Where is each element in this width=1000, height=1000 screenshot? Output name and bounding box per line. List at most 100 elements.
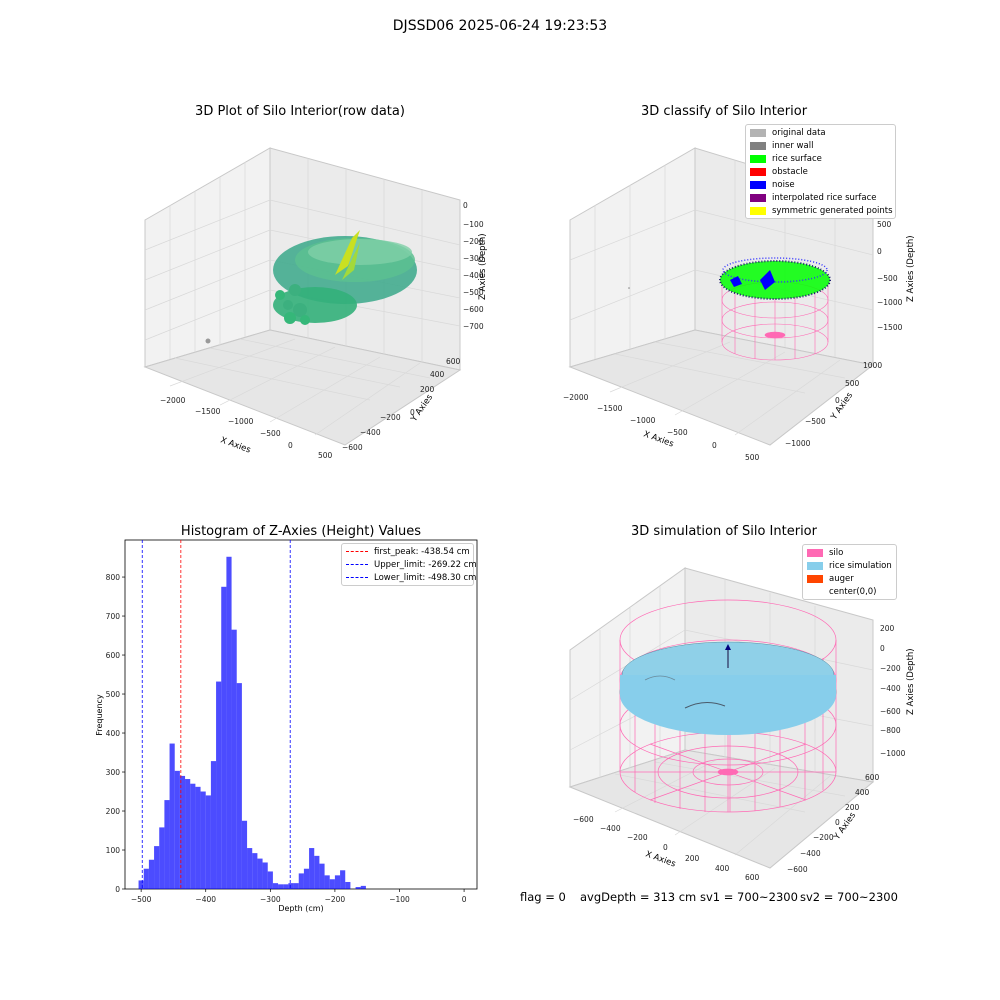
histogram-chart: −500 −400 −300 −200 −100 0 0 100 200 300 400 500 60… [95, 539, 478, 913]
classify-plot-title: 3D classify of Silo Interior [640, 104, 808, 119]
classify-z-tick: −1500 [877, 323, 903, 332]
histogram-title: Histogram of Z-Axies (Height) Values [180, 524, 422, 539]
legend-swatch [807, 574, 823, 583]
simulation-y-tick: 200 [845, 803, 860, 812]
histogram-bar [247, 848, 253, 889]
raw-y-tick: −400 [360, 428, 381, 437]
raw-x-tick: 0 [288, 441, 293, 450]
legend-entry: symmetric generated points [746, 204, 895, 217]
histogram-y-tick-label: 700 [106, 612, 121, 621]
legend-entry: rice surface [746, 152, 895, 165]
histogram-bar [138, 880, 144, 889]
status-flag: flag = 0 [520, 890, 566, 904]
simulation-x-ticks: −600 −400 −200 0 200 400 600 [573, 815, 760, 880]
histogram-bar [324, 875, 330, 889]
legend-swatch [807, 548, 823, 557]
histogram-bar [148, 859, 155, 889]
histogram-bar [278, 884, 284, 889]
histogram-bar [159, 827, 165, 889]
simulation-legend: silo rice simulation auger center(0,0) [802, 544, 897, 600]
histogram-x-tick-label: 0 [462, 895, 467, 904]
histogram-bar [216, 681, 222, 889]
raw-z-ticks: 0 −100 −200 −300 −400 −500 −600 −700 [463, 201, 484, 331]
raw-z-tick: −200 [463, 237, 484, 246]
legend-swatch [750, 154, 766, 163]
legend-label: symmetric generated points [772, 205, 893, 216]
histogram-bar [241, 820, 248, 889]
simulation-x-tick: 400 [715, 864, 730, 873]
legend-swatch [750, 167, 766, 176]
histogram-bar [185, 779, 191, 889]
classify-x-tick: −500 [667, 428, 688, 437]
simulation-x-tick: −200 [627, 833, 648, 842]
simulation-y-tick: −200 [813, 833, 834, 842]
legend-entry: silo [803, 546, 896, 559]
legend-label: silo [829, 547, 844, 558]
histogram-y-tick-label: 800 [106, 573, 121, 582]
legend-entry: noise [746, 178, 895, 191]
rice-simulation-surface [619, 641, 837, 735]
legend-label: rice surface [772, 153, 822, 164]
classify-z-ticks: 500 0 −500 −1000 −1500 [877, 220, 903, 332]
histogram-bar [283, 884, 289, 889]
classify-legend: original data inner wall rice surface ob… [745, 124, 896, 219]
legend-entry: auger [803, 572, 896, 585]
legend-label: interpolated rice surface [772, 192, 877, 203]
legend-entry: first_peak: -438.54 cm [342, 545, 473, 558]
raw-plot-title: 3D Plot of Silo Interior(row data) [195, 104, 405, 119]
histogram-bar [267, 871, 273, 889]
raw-z-tick: −400 [463, 271, 484, 280]
classify-z-tick: 500 [877, 220, 892, 229]
simulation-z-ticks: 200 0 −200 −400 −600 −800 −1000 [880, 624, 906, 758]
raw-x-tick: −500 [260, 429, 281, 438]
legend-swatch [750, 128, 766, 137]
classify-x-tick: 500 [745, 453, 760, 460]
histogram-reference-lines [141, 540, 291, 889]
histogram-bar [309, 848, 315, 889]
histogram-bar [252, 853, 258, 889]
histogram-bar [334, 875, 341, 889]
raw-3d-plot: −2000 −1500 −1000 −500 0 500 X Axies −60… [143, 147, 488, 460]
histogram-x-tick-label: −300 [260, 895, 281, 904]
histogram-bar [288, 883, 294, 889]
raw-y-tick: −200 [380, 413, 401, 422]
legend-entry: obstacle [746, 165, 895, 178]
histogram-bar [210, 761, 217, 889]
status-average-depth: avgDepth = 313 cm [580, 890, 697, 904]
raw-x-tick: −1000 [228, 417, 254, 426]
histogram-bar [298, 873, 304, 889]
raw-y-tick: −600 [342, 443, 363, 452]
legend-entry: interpolated rice surface [746, 191, 895, 204]
raw-point-cloud [205, 230, 417, 344]
histogram-bar [190, 783, 196, 889]
raw-x-tick: −1500 [195, 407, 221, 416]
simulation-z-tick: −800 [880, 726, 901, 735]
simulation-z-tick: −400 [880, 684, 901, 693]
legend-entry: original data [746, 126, 895, 139]
legend-entry: Lower_limit: -498.30 cm [342, 571, 477, 584]
simulation-z-tick: −200 [880, 664, 901, 673]
histogram-bar [231, 629, 237, 889]
classify-x-tick: 0 [712, 441, 717, 450]
legend-line [346, 564, 368, 565]
legend-label: Upper_limit: -269.22 cm [374, 559, 477, 570]
raw-z-tick: −300 [463, 254, 484, 263]
raw-y-ticks: −600 −400 −200 0 200 400 600 [342, 357, 461, 452]
legend-label: first_peak: -438.54 cm [374, 546, 470, 557]
simulation-y-tick: 600 [865, 773, 880, 782]
histogram-bar [143, 868, 149, 889]
simulation-x-tick: −400 [600, 824, 621, 833]
raw-x-tick: −2000 [160, 396, 186, 405]
raw-y-tick: 400 [430, 370, 445, 379]
histogram-bar [236, 683, 242, 889]
legend-label: Lower_limit: -498.30 cm [374, 572, 477, 583]
raw-x-tick: 500 [318, 451, 333, 460]
histogram-bar [221, 586, 227, 889]
classify-y-tick: 1000 [863, 361, 882, 370]
histogram-bars [138, 556, 366, 889]
status-sv2: sv2 = 700~2300 [800, 890, 898, 904]
classify-z-label: Z Axies (Depth) [906, 235, 916, 302]
legend-entry: Upper_limit: -269.22 cm [342, 558, 477, 571]
simulation-3d-plot: −600 −400 −200 0 200 400 600 X Axies −60… [568, 567, 916, 880]
simulation-z-tick: 0 [880, 644, 885, 653]
